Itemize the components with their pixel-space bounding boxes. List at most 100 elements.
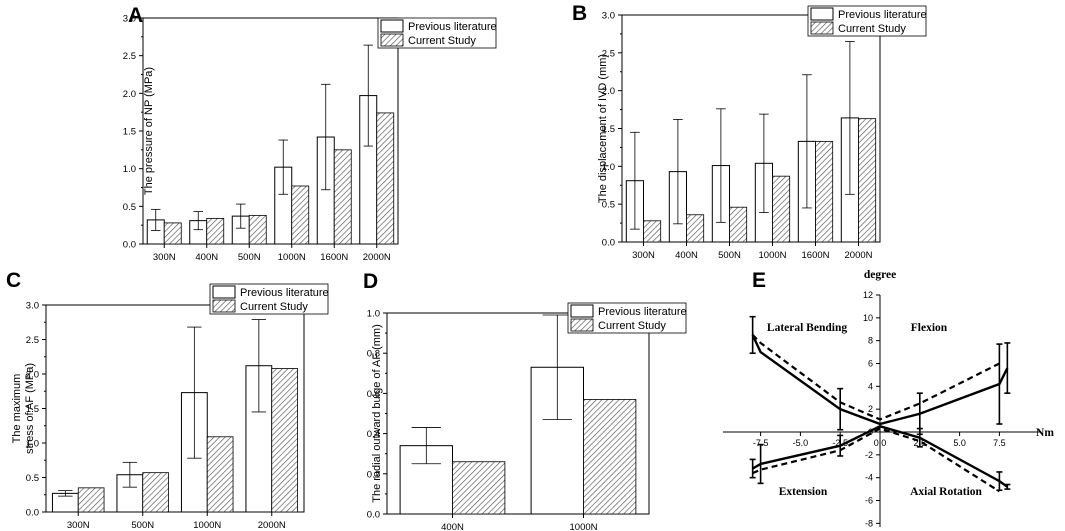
y-tick-label: 2.5 [123, 51, 136, 62]
x-tick-label: 300N [67, 520, 90, 531]
quadrant-label-axial-rotation: Axial Rotation [910, 486, 982, 498]
x-tick-label: 1600N [802, 250, 830, 261]
legend-label-current: Current Study [838, 23, 906, 35]
legend-label-previous: Previous literature [838, 9, 927, 21]
legend-label-previous: Previous literature [408, 21, 497, 33]
legend-label-current: Current Study [598, 320, 666, 332]
bar-current-study [206, 436, 234, 513]
y-axis-label: degree [864, 269, 896, 281]
legend-label-previous: Previous literature [598, 306, 687, 318]
x-tick-label: 2000N [845, 250, 873, 261]
y-tick-label: 3.0 [26, 301, 39, 312]
y-tick-label: 2.0 [123, 89, 136, 100]
x-tick-label: 500N [238, 252, 261, 263]
legend-swatch-current [570, 318, 594, 332]
y-axis-label: The displacement of IVD (mm) [597, 54, 609, 203]
bar-current-study [206, 217, 225, 245]
bar-current-study [77, 487, 105, 513]
panel-letter: C [6, 269, 21, 292]
y-tick-label: 12 [863, 290, 873, 300]
y-tick-label: 1.0 [602, 162, 615, 173]
legend-label-previous: Previous literature [240, 287, 329, 299]
bar-current-study [291, 185, 310, 245]
legend-label-current: Current Study [240, 301, 308, 313]
bar-current-study [376, 112, 395, 245]
legend-swatch-current [810, 21, 834, 35]
x-tick-label: 1000N [759, 250, 787, 261]
y-tick-label: -2 [865, 450, 873, 460]
x-tick-label: 400N [441, 522, 464, 531]
y-tick-label: 1.5 [26, 404, 39, 415]
x-tick-label: -7.5 [753, 438, 769, 448]
y-tick-label: 0.0 [123, 240, 136, 251]
x-tick-label: 1000N [570, 522, 598, 531]
legend-swatch-current [380, 33, 404, 47]
y-tick-label: 10 [863, 313, 873, 323]
y-tick-label: -8 [865, 518, 873, 528]
legend-swatch-previous [212, 285, 236, 299]
panel-c-max-stress-af: C 0.0 0.5 1.0 1.5 2.0 2.5 3.0 The maximum stress … [6, 269, 329, 531]
panel-b-displacement-ivd: B 0.0 0.5 1.0 1.5 2.0 2.5 3.0 The displacement o… [572, 2, 927, 261]
bar-current-study [248, 214, 267, 245]
y-tick-label: 2 [868, 404, 873, 414]
x-tick-label: 1000N [278, 252, 306, 263]
y-tick-label: 4 [868, 381, 873, 391]
y-tick-label: 2.5 [26, 335, 39, 346]
y-tick-label: 0.5 [602, 200, 615, 211]
y-tick-label: 2.0 [602, 86, 615, 97]
panel-letter: A [128, 4, 143, 27]
panel-d-radial-bulge-af: D 0.0 0.2 0.4 0.6 0.8 1.0 The radial outward bu… [363, 270, 687, 531]
y-tick-label: 0.2 [367, 469, 380, 480]
x-tick-label: 2000N [363, 252, 391, 263]
x-tick-label: 300N [153, 252, 176, 263]
panel-letter: B [572, 2, 587, 25]
y-tick-label: -6 [865, 496, 873, 506]
legend-swatch-previous [380, 19, 404, 33]
x-tick-label: 7.5 [993, 438, 1006, 448]
legend: Previous literature Current Study [567, 302, 687, 334]
legend: Previous literature Current Study [209, 283, 329, 315]
y-axis-label: stress of AF (MPa) [24, 363, 36, 454]
x-tick-label: 1000N [193, 520, 221, 531]
y-tick-label: 0.0 [367, 510, 380, 521]
y-axis-label: The maximum [11, 374, 23, 444]
x-tick-label: 400N [675, 250, 698, 261]
bar-current-study [163, 222, 182, 245]
x-tick-label: 500N [131, 520, 154, 531]
series-line-dashed [751, 334, 1000, 421]
bar-current-study [452, 461, 506, 515]
y-tick-label: 0.6 [367, 389, 380, 400]
y-tick-label: 3.0 [123, 14, 136, 25]
bar-current-study [858, 118, 877, 243]
y-tick-label: 1.5 [123, 127, 136, 138]
y-tick-label: 3.0 [602, 11, 615, 22]
x-tick-label: 2000N [258, 520, 286, 531]
bar-current-study [643, 220, 662, 243]
y-tick-label: 6 [868, 359, 873, 369]
x-tick-label: 500N [718, 250, 741, 261]
bar-current-study [583, 399, 637, 515]
y-tick-label: -4 [865, 473, 873, 483]
bar-current-study [333, 149, 352, 245]
bar-current-study [729, 206, 748, 243]
x-axis-label: Nm [1036, 427, 1054, 439]
legend-label-current: Current Study [408, 35, 476, 47]
y-tick-label: 0.5 [123, 202, 136, 213]
series-line-dashed [752, 427, 1000, 493]
quadrant-label-flexion: Flexion [911, 322, 948, 334]
y-tick-label: 0.0 [602, 238, 615, 249]
y-tick-label: 2.5 [602, 48, 615, 59]
x-tick-label: 1600N [320, 252, 348, 263]
y-tick-label: 0.8 [367, 349, 380, 360]
bar-current-study [686, 214, 705, 243]
x-tick-label: 0.0 [874, 438, 887, 448]
legend: Previous literature Current Study [377, 17, 497, 49]
y-tick-label: 2.0 [26, 370, 39, 381]
panel-letter: D [363, 270, 378, 293]
x-tick-label: 5.0 [953, 438, 966, 448]
y-tick-label: 0.0 [26, 508, 39, 519]
panel-a-pressure-np: A 0.0 0.5 1.0 1.5 2.0 2.5 3.0 The pressure of NP… [123, 4, 497, 263]
y-tick-label: 1.0 [26, 439, 39, 450]
